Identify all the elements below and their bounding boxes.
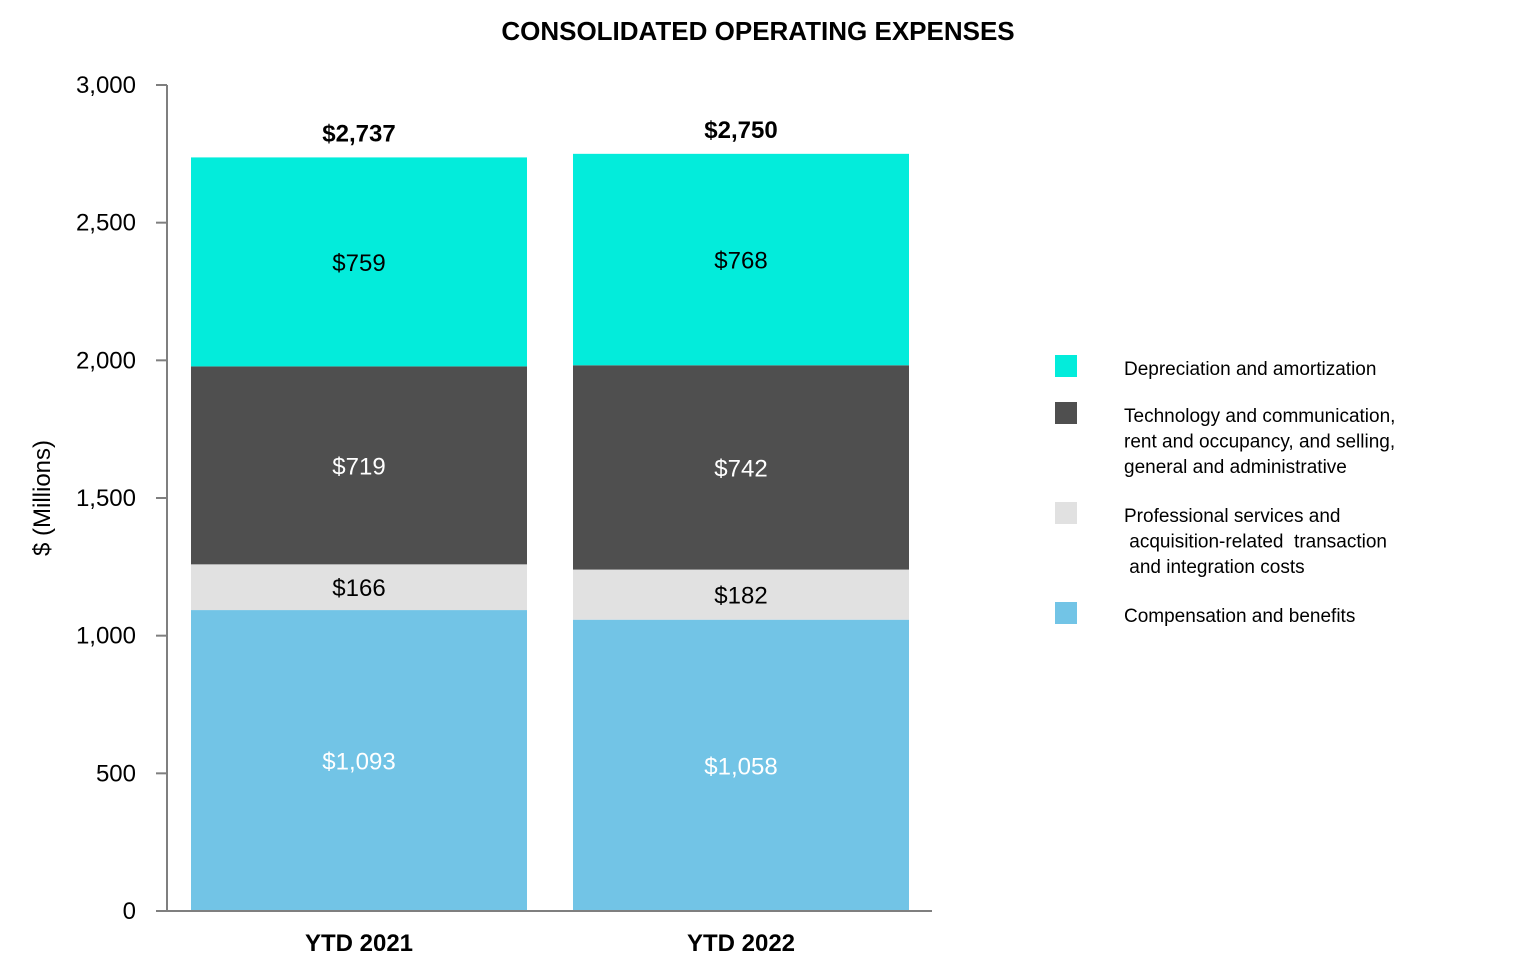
legend-label-line: Compensation and benefits (1124, 606, 1355, 627)
segment-value-label: $719 (332, 453, 385, 480)
y-tick-label: 1,500 (76, 485, 136, 512)
y-tick-label: 3,000 (76, 72, 136, 99)
bar-segment (191, 157, 527, 367)
legend-label-line: general and administrative (1124, 457, 1347, 478)
legend-label: Depreciation and amortization (1124, 359, 1376, 380)
segment-value-label: $768 (714, 248, 767, 275)
chart-title: CONSOLIDATED OPERATING EXPENSES (501, 16, 1014, 46)
legend: Depreciation and amortization Technology … (1055, 355, 1395, 627)
bar-segment (573, 365, 909, 570)
x-tick-label: YTD 2022 (687, 930, 795, 957)
bar-segment (573, 619, 909, 911)
y-tick-label: 1,000 (76, 623, 136, 650)
legend-label-line: acquisition-related transaction (1124, 532, 1387, 553)
legend-swatch (1055, 502, 1077, 524)
segment-value-label: $1,093 (322, 749, 395, 776)
y-tick-label: 500 (96, 760, 136, 787)
segment-value-label: $1,058 (704, 753, 777, 780)
legend-label-line: Technology and communication, (1124, 406, 1395, 427)
legend-label-line: Professional services and (1124, 506, 1341, 527)
bar-total-label: $2,737 (322, 120, 395, 147)
segment-value-label: $759 (332, 250, 385, 277)
y-tick-label: 2,500 (76, 210, 136, 237)
y-axis-title: $ (Millions) (29, 440, 56, 556)
bar-segment (573, 569, 909, 620)
legend-label: Professional services and acquisition-re… (1124, 506, 1387, 578)
bar-segment (191, 366, 527, 565)
y-tick-label: 2,000 (76, 347, 136, 374)
segment-value-label: $742 (714, 455, 767, 482)
legend-swatch (1055, 402, 1077, 424)
legend-label: Compensation and benefits (1124, 606, 1355, 627)
bar-total-label: $2,750 (704, 117, 777, 144)
bar-segment (191, 564, 527, 611)
legend-label-line: rent and occupancy, and selling, (1124, 432, 1395, 453)
legend-label-line: and integration costs (1124, 557, 1305, 578)
segment-value-label: $182 (714, 583, 767, 610)
legend-label-line: Depreciation and amortization (1124, 359, 1376, 380)
x-tick-label: YTD 2021 (305, 930, 413, 957)
legend-swatch (1055, 602, 1077, 624)
segment-value-label: $166 (332, 575, 385, 602)
bar-segment (191, 610, 527, 911)
bar-segment (573, 153, 909, 366)
legend-swatch (1055, 355, 1077, 377)
y-tick-label: 0 (123, 898, 136, 925)
plot-area: $1,093 $166 $719 $759 $2,737 YTD 2021 $1,058 $1… (76, 72, 932, 957)
legend-label: Technology and communication, rent and oc… (1124, 406, 1395, 478)
